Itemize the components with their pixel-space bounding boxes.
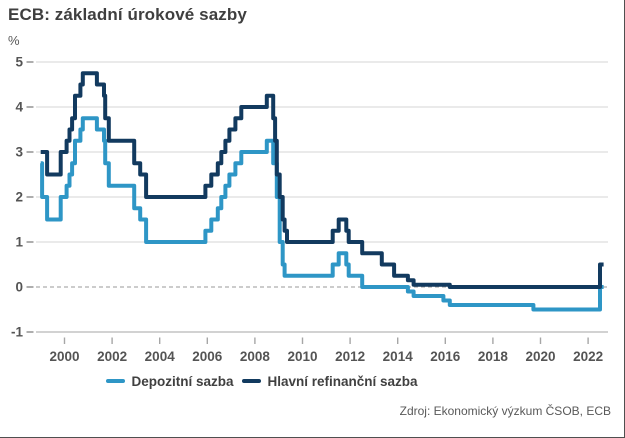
x-tick-label: 2000 [49,349,79,364]
y-tick-label: 0 [15,280,23,295]
series-line-depozitn-sazba [40,116,604,312]
chart-legend: Depozitní sazba Hlavní refinanční sazba [0,371,524,391]
legend-swatch-icon [242,379,262,383]
legend-item: Depozitní sazba [106,374,233,389]
source-credit: Zdroj: Ekonomický výzkum ČSOB, ECB [399,404,611,418]
y-tick-label: 3 [15,145,23,160]
series-lines [40,71,604,312]
x-tick-label: 2002 [97,349,127,364]
x-tick-label: 2012 [335,349,365,364]
y-tick-label: 5 [15,55,23,70]
series-line-hlavn-refinan-n-sazba [40,71,604,289]
x-tick-label: 2020 [525,349,555,364]
x-tick-label: 2016 [430,349,461,364]
x-tick-label: 2010 [287,349,317,364]
x-tick-label: 2006 [192,349,223,364]
legend-swatch-icon [106,379,126,383]
legend-item: Hlavní refinanční sazba [242,373,418,389]
legend-label: Hlavní refinanční sazba [267,373,418,389]
chart-title: ECB: základní úrokové sazby [8,5,247,24]
x-tick-label: 2008 [240,349,271,364]
legend-label: Depozitní sazba [131,373,234,389]
y-tick-label: 1 [15,235,23,250]
axis-labels: 5 4 3 2 1 0 -1 2000 2002 2004 2006 2008 2010 2012 2014… [11,55,603,364]
y-axis-unit-label: % [8,33,20,48]
x-tick-label: 2018 [478,349,509,364]
axis-ticks [26,61,589,344]
x-tick-label: 2022 [573,349,603,364]
y-tick-label: -1 [11,325,23,340]
y-tick-label: 4 [15,100,23,115]
gridlines [36,61,608,333]
y-tick-label: 2 [15,190,23,205]
x-tick-label: 2014 [383,349,414,364]
x-tick-label: 2004 [145,349,176,364]
